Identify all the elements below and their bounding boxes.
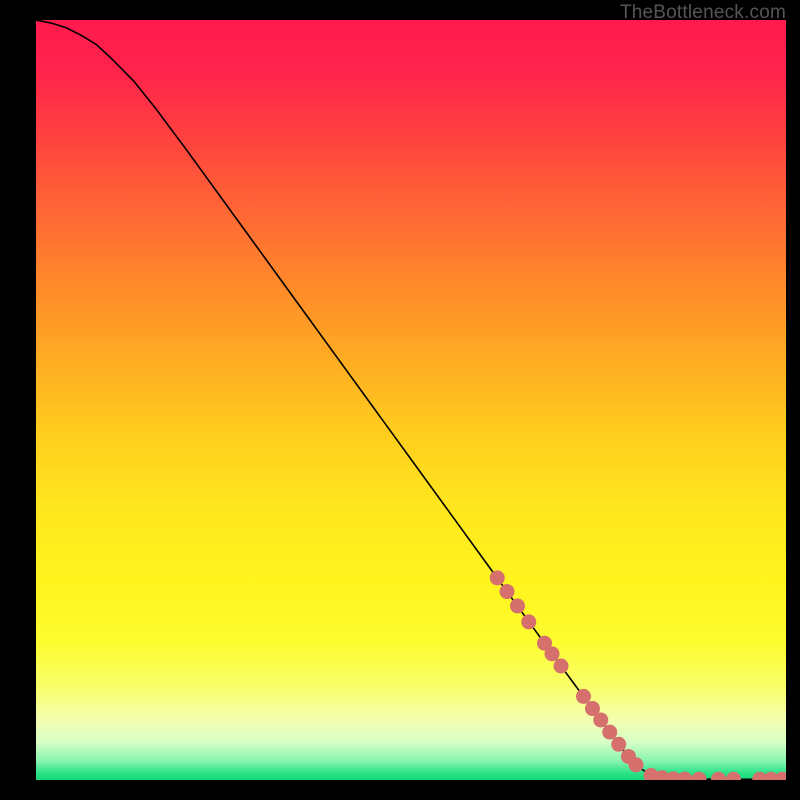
data-marker (554, 659, 569, 674)
data-marker (692, 772, 707, 780)
bottleneck-curve (36, 20, 786, 779)
data-marker (711, 772, 726, 780)
data-marker (500, 584, 515, 599)
marker-group (490, 570, 786, 780)
data-marker (629, 757, 644, 772)
data-marker (593, 712, 608, 727)
plot-area (36, 20, 786, 780)
chart-overlay-svg (36, 20, 786, 780)
watermark-text: TheBottleneck.com (620, 2, 786, 24)
data-marker (510, 598, 525, 613)
data-marker (677, 772, 692, 780)
data-marker (490, 570, 505, 585)
data-marker (611, 737, 626, 752)
data-marker (576, 689, 591, 704)
data-marker (521, 614, 536, 629)
data-marker (726, 772, 741, 780)
data-marker (775, 772, 786, 780)
data-marker (602, 725, 617, 740)
data-marker (545, 646, 560, 661)
chart-stage: TheBottleneck.com (0, 0, 800, 800)
